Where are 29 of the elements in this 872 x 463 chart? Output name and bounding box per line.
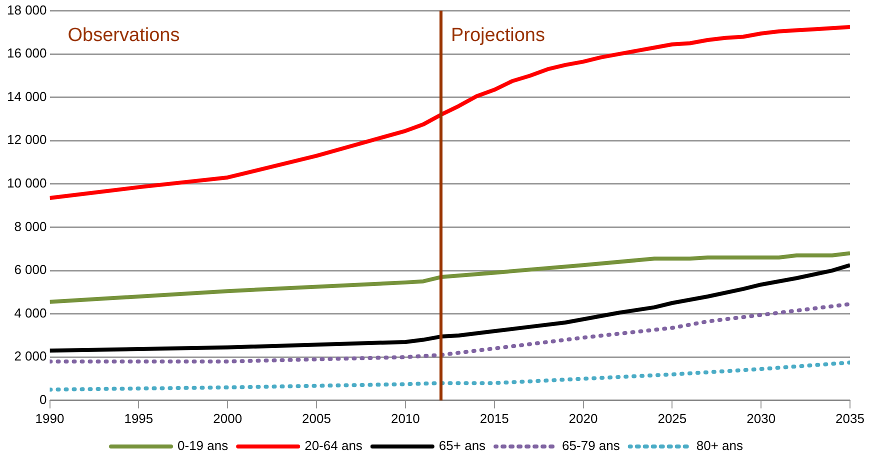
y-tick-label: 10 000 bbox=[6, 176, 47, 191]
legend-label: 80+ ans bbox=[696, 438, 744, 454]
legend-label: 0-19 ans bbox=[178, 438, 229, 454]
x-tick-label: 2005 bbox=[302, 410, 331, 426]
annotation: Observations bbox=[68, 25, 180, 46]
line-series bbox=[50, 302, 850, 364]
y-tick-label: 4 000 bbox=[14, 305, 47, 320]
x-tick-label: 2015 bbox=[480, 410, 509, 426]
y-tick-label: 12 000 bbox=[6, 132, 47, 148]
y-tick-label: 8 000 bbox=[14, 218, 47, 234]
y-tick-label: 0 bbox=[40, 392, 47, 407]
x-tick-label: 2030 bbox=[746, 410, 776, 426]
x-tick-label: 1995 bbox=[124, 410, 154, 426]
y-tick-label: 18 000 bbox=[6, 2, 47, 18]
x-tick-label: 2000 bbox=[213, 410, 242, 426]
y-tick-label: 16 000 bbox=[6, 46, 47, 61]
legend-label: 65+ ans bbox=[438, 438, 486, 454]
legend-label: 20-64 ans bbox=[304, 438, 363, 454]
x-tick-label: 2025 bbox=[658, 410, 687, 426]
x-tick-label: 2020 bbox=[568, 410, 598, 426]
legend-label: 65-79 ans bbox=[562, 438, 620, 454]
x-tick-label: 2035 bbox=[836, 410, 864, 426]
x-tick-label: 1990 bbox=[35, 410, 64, 426]
annotation: Projections bbox=[450, 25, 545, 46]
y-tick-label: 14 000 bbox=[6, 88, 47, 104]
y-tick-label: 6 000 bbox=[14, 262, 47, 278]
line-series bbox=[50, 360, 850, 392]
x-tick-label: 2010 bbox=[390, 410, 420, 426]
y-tick-label: 2 000 bbox=[14, 348, 47, 364]
